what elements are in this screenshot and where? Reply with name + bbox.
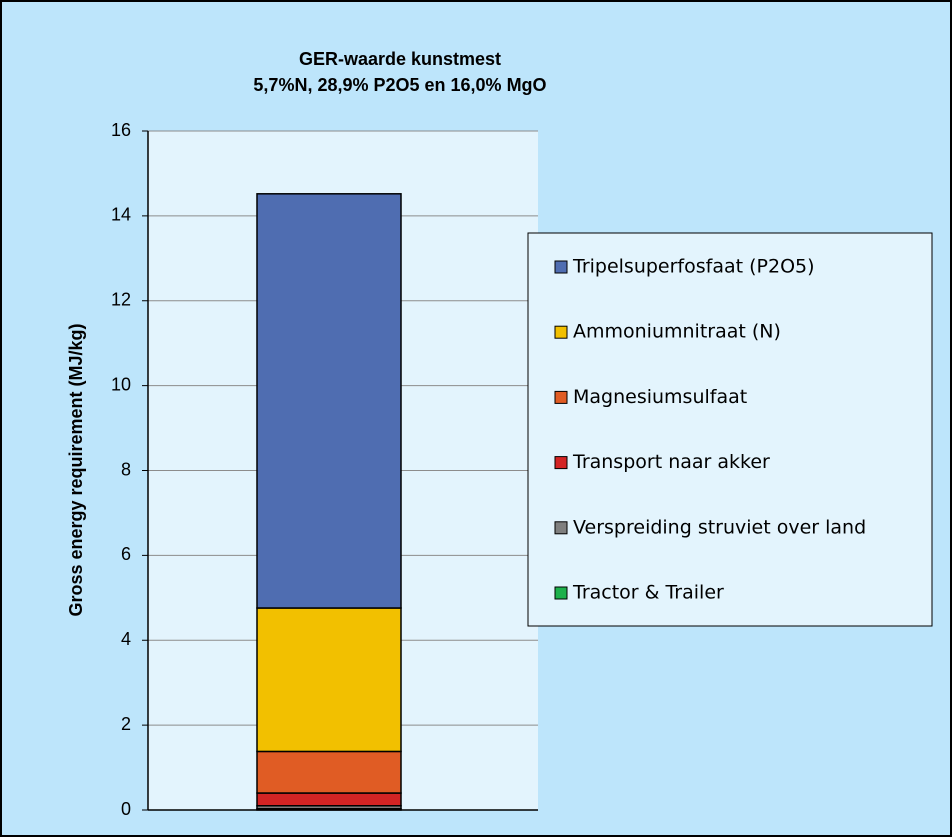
chart-subtitle: 5,7%N, 28,9% P2O5 en 16,0% MgO: [253, 75, 546, 95]
y-tick-label: 10: [111, 374, 131, 394]
y-tick-label: 14: [111, 205, 131, 225]
bar-segment: [256, 607, 402, 753]
legend-swatch: [554, 456, 568, 470]
legend-swatch: [554, 390, 568, 404]
legend-label: Verspreiding struviet over land: [573, 516, 866, 538]
y-axis-label: Gross energy requirement (MJ/kg): [66, 323, 86, 616]
legend-swatch: [554, 325, 568, 339]
y-tick-label: 4: [121, 629, 131, 649]
legend-swatch: [554, 586, 568, 600]
y-tick-label: 8: [121, 459, 131, 479]
chart-title: GER-waarde kunstmest: [299, 49, 501, 69]
legend-swatch: [554, 260, 568, 274]
bar-segment: [256, 750, 402, 794]
legend-swatch: [554, 521, 568, 535]
y-tick-label: 6: [121, 544, 131, 564]
legend-label: Transport naar akker: [572, 451, 770, 473]
legend-label: Magnesiumsulfaat: [573, 386, 747, 408]
legend-label: Ammoniumnitraat (N): [573, 321, 781, 343]
legend-box: [527, 232, 933, 627]
bar-segment: [256, 193, 402, 609]
y-tick-label: 12: [111, 290, 131, 310]
bar-segment: [256, 792, 402, 807]
y-tick-label: 0: [121, 799, 131, 819]
y-tick-label: 16: [111, 120, 131, 140]
legend-label: Tractor & Trailer: [572, 582, 724, 604]
y-tick-label: 2: [121, 714, 131, 734]
legend-label: Tripelsuperfosfaat (P2O5): [572, 256, 815, 278]
